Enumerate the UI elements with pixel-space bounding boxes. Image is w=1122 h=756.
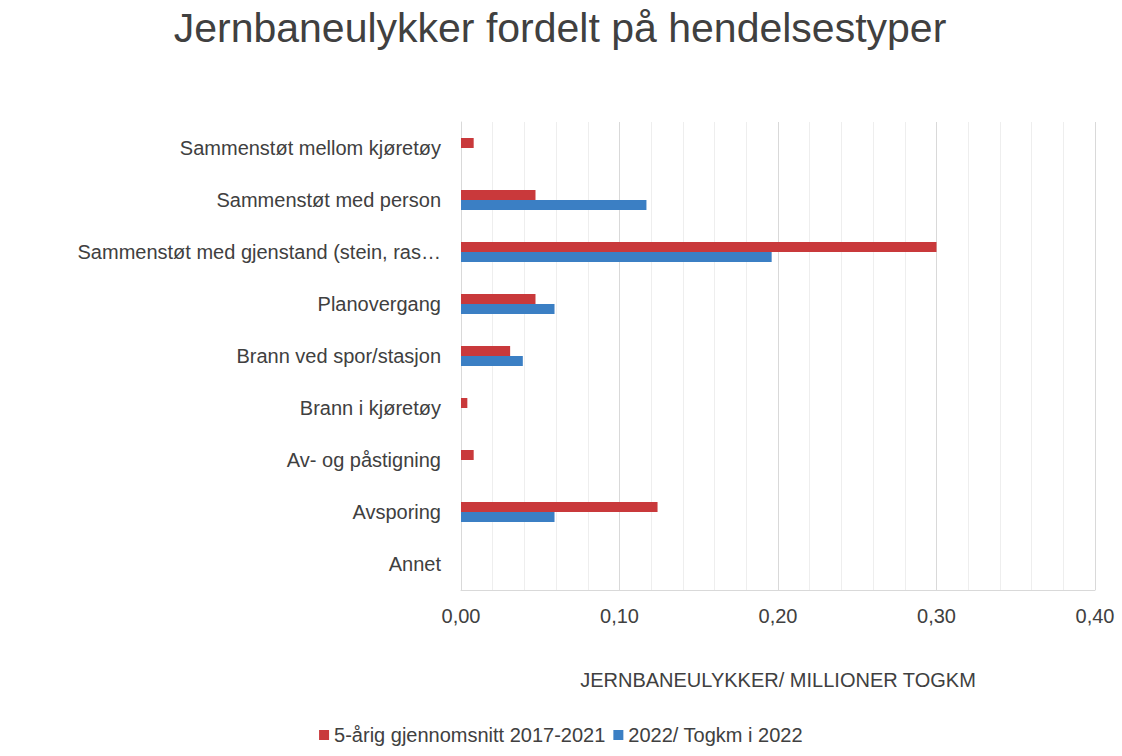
svg-text:Annet: Annet [389,553,442,575]
svg-text:5-årig gjennomsnitt 2017-2021: 5-årig gjennomsnitt 2017-2021 [334,724,605,746]
svg-text:Sammenstøt med gjenstand (stei: Sammenstøt med gjenstand (stein, ras… [78,241,441,263]
svg-text:0,10: 0,10 [600,605,639,627]
svg-text:Avsporing: Avsporing [352,501,441,523]
svg-text:Sammenstøt mellom kjøretøy: Sammenstøt mellom kjøretøy [180,137,441,159]
svg-text:Sammenstøt med person: Sammenstøt med person [216,189,441,211]
svg-text:Planovergang: Planovergang [318,293,441,315]
svg-text:0,40: 0,40 [1076,605,1115,627]
svg-text:2022/ Togkm i 2022: 2022/ Togkm i 2022 [628,724,802,746]
svg-text:0,00: 0,00 [442,605,481,627]
svg-text:JERNBANEULYKKER/ MILLIONER TOG: JERNBANEULYKKER/ MILLIONER TOGKM [580,669,976,691]
svg-text:0,20: 0,20 [759,605,798,627]
svg-text:Av- og påstigning: Av- og påstigning [287,449,441,471]
svg-text:0,30: 0,30 [917,605,956,627]
svg-text:Brann i kjøretøy: Brann i kjøretøy [300,397,441,419]
svg-text:Brann ved spor/stasjon: Brann ved spor/stasjon [236,345,441,367]
svg-text:Jernbaneulykker fordelt på hen: Jernbaneulykker fordelt på hendelsestype… [174,5,947,51]
